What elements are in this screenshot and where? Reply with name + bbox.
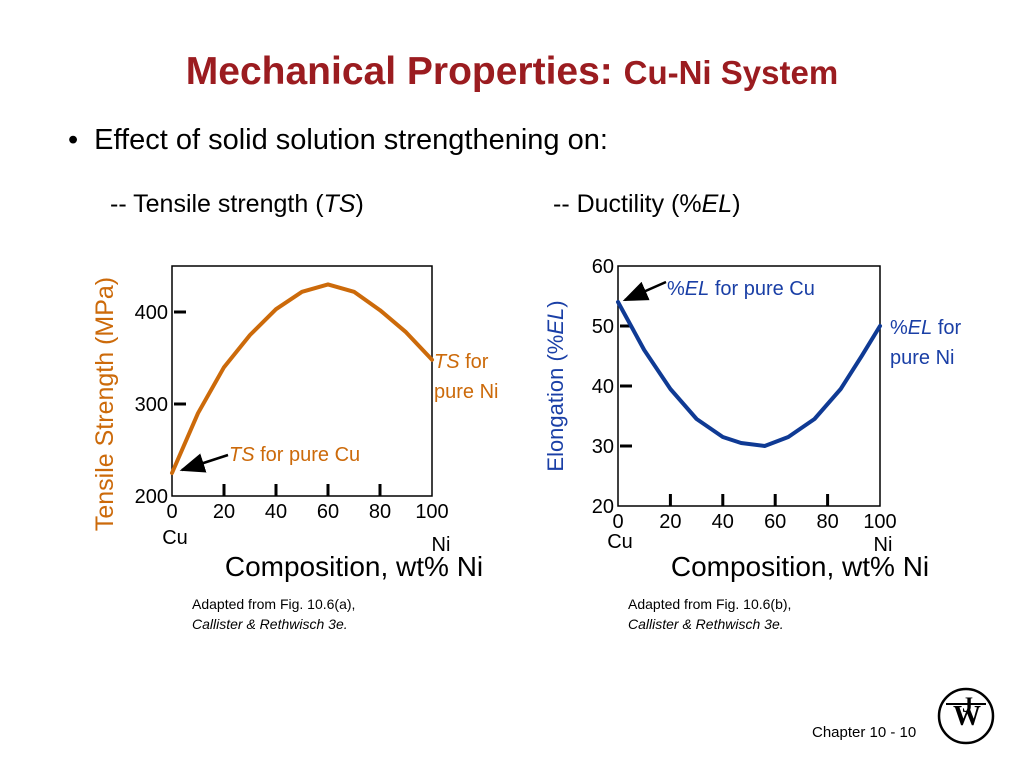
x-tick-label: 60 bbox=[317, 501, 339, 523]
el-pure-ni-annotation-line2: pure Ni bbox=[890, 347, 954, 369]
el-pure-ni-emph: EL bbox=[908, 317, 932, 339]
caption-right: Adapted from Fig. 10.6(b), Callister & R… bbox=[628, 594, 791, 634]
y-tick-label: 40 bbox=[592, 376, 614, 398]
el-pure-cu-annotation: %EL for pure Cu bbox=[667, 278, 815, 300]
el-y-axis-ticks: 20 30 40 50 60 bbox=[592, 256, 632, 518]
el-series-line bbox=[616, 300, 882, 448]
x-tick-label: 60 bbox=[764, 511, 786, 533]
el-ylabel-emph: EL bbox=[543, 308, 568, 335]
el-plot-frame bbox=[617, 265, 881, 507]
section-left-prefix: -- Tensile strength ( bbox=[110, 190, 324, 218]
bullet-point: • Effect of solid solution strengthening … bbox=[68, 124, 608, 157]
ts-plot-frame bbox=[171, 265, 433, 497]
section-left-abbr: TS bbox=[323, 190, 356, 218]
ts-y-axis-ticks: 200 300 400 bbox=[135, 302, 186, 508]
svg-text:W: W bbox=[953, 701, 981, 732]
section-heading-ductility: -- Ductility (%EL) bbox=[553, 190, 741, 219]
caption-left: Adapted from Fig. 10.6(a), Callister & R… bbox=[192, 594, 355, 634]
x-tick-label: 0 bbox=[612, 511, 623, 533]
title-sub: Cu-Ni System bbox=[623, 54, 839, 91]
el-pure-cu-prefix: % bbox=[667, 278, 685, 300]
y-tick-label: 400 bbox=[135, 302, 168, 324]
ts-pure-cu-annotation: TS for pure Cu bbox=[229, 444, 360, 466]
ts-pure-cu-emph: TS bbox=[229, 444, 255, 466]
y-tick-label: 30 bbox=[592, 436, 614, 458]
el-pure-ni-text: for bbox=[932, 317, 961, 339]
ts-x-end-label-ni: Ni bbox=[432, 534, 451, 556]
ts-x-axis-label: Composition, wt% Ni bbox=[225, 551, 483, 582]
bullet-text: Effect of solid solution strengthening o… bbox=[94, 124, 608, 156]
x-tick-label: 0 bbox=[166, 501, 177, 523]
ts-series-line bbox=[170, 282, 434, 475]
section-right-prefix: -- Ductility (% bbox=[553, 190, 702, 218]
el-pure-cu-emph: EL bbox=[685, 278, 709, 300]
ts-pure-cu-arrow bbox=[179, 453, 229, 473]
caption-left-line1: Adapted from Fig. 10.6(a), bbox=[192, 596, 356, 612]
tensile-strength-chart: 0 20 40 60 80 100 200 300 400 Tensile Strength … bbox=[91, 265, 498, 582]
chapter-page-footer: Chapter 10 - 10 bbox=[812, 724, 917, 741]
x-tick-label: 20 bbox=[213, 501, 235, 523]
el-pure-ni-prefix: % bbox=[890, 317, 908, 339]
title-main: Mechanical Properties: bbox=[185, 50, 613, 93]
bullet-icon: • bbox=[68, 124, 79, 156]
el-x-axis-ticks: 0 20 40 60 80 100 bbox=[612, 494, 897, 533]
ts-x-axis-ticks: 0 20 40 60 80 100 bbox=[166, 484, 449, 523]
el-pure-ni-annotation: %EL for bbox=[890, 317, 962, 339]
el-ylabel-suffix: ) bbox=[543, 300, 568, 307]
caption-right-line2: Callister & Rethwisch 3e. bbox=[628, 616, 784, 632]
wiley-logo-icon: W J bbox=[937, 687, 995, 745]
y-tick-label: 20 bbox=[592, 496, 614, 518]
y-tick-label: 200 bbox=[135, 486, 168, 508]
y-tick-label: 60 bbox=[592, 256, 614, 278]
ts-y-axis-label: Tensile Strength (MPa) bbox=[91, 277, 119, 531]
el-y-axis-label: Elongation (%EL) bbox=[543, 300, 568, 471]
ts-pure-ni-annotation: TS for bbox=[434, 351, 489, 373]
section-right-suffix: ) bbox=[732, 190, 741, 218]
el-pure-cu-text: for pure Cu bbox=[709, 278, 815, 300]
y-tick-label: 50 bbox=[592, 316, 614, 338]
el-x-end-label-cu: Cu bbox=[607, 531, 633, 553]
x-tick-label: 80 bbox=[816, 511, 838, 533]
y-tick-label: 300 bbox=[135, 394, 168, 416]
x-tick-label: 40 bbox=[712, 511, 734, 533]
ts-pure-cu-text: for pure Cu bbox=[255, 444, 361, 466]
el-ylabel-prefix: Elongation (% bbox=[543, 335, 568, 472]
section-left-suffix: ) bbox=[355, 190, 364, 218]
el-pure-cu-arrow bbox=[622, 280, 667, 302]
caption-right-line1: Adapted from Fig. 10.6(b), bbox=[628, 596, 792, 612]
section-right-abbr: EL bbox=[701, 190, 733, 218]
el-x-axis-label: Composition, wt% Ni bbox=[671, 551, 929, 582]
x-tick-label: 100 bbox=[863, 511, 896, 533]
section-heading-tensile: -- Tensile strength (TS) bbox=[110, 190, 364, 219]
caption-left-line2: Callister & Rethwisch 3e. bbox=[192, 616, 348, 632]
x-tick-label: 100 bbox=[415, 501, 448, 523]
el-x-end-label-ni: Ni bbox=[874, 534, 893, 556]
ts-pure-ni-text: for bbox=[460, 351, 489, 373]
x-tick-label: 80 bbox=[369, 501, 391, 523]
x-tick-label: 20 bbox=[659, 511, 681, 533]
ts-pure-ni-emph: TS bbox=[434, 351, 460, 373]
x-tick-label: 40 bbox=[265, 501, 287, 523]
ts-x-end-label-cu: Cu bbox=[162, 527, 188, 549]
ts-pure-ni-annotation-line2: pure Ni bbox=[434, 381, 498, 403]
slide-title: Mechanical Properties: Cu-Ni System bbox=[0, 50, 1024, 94]
